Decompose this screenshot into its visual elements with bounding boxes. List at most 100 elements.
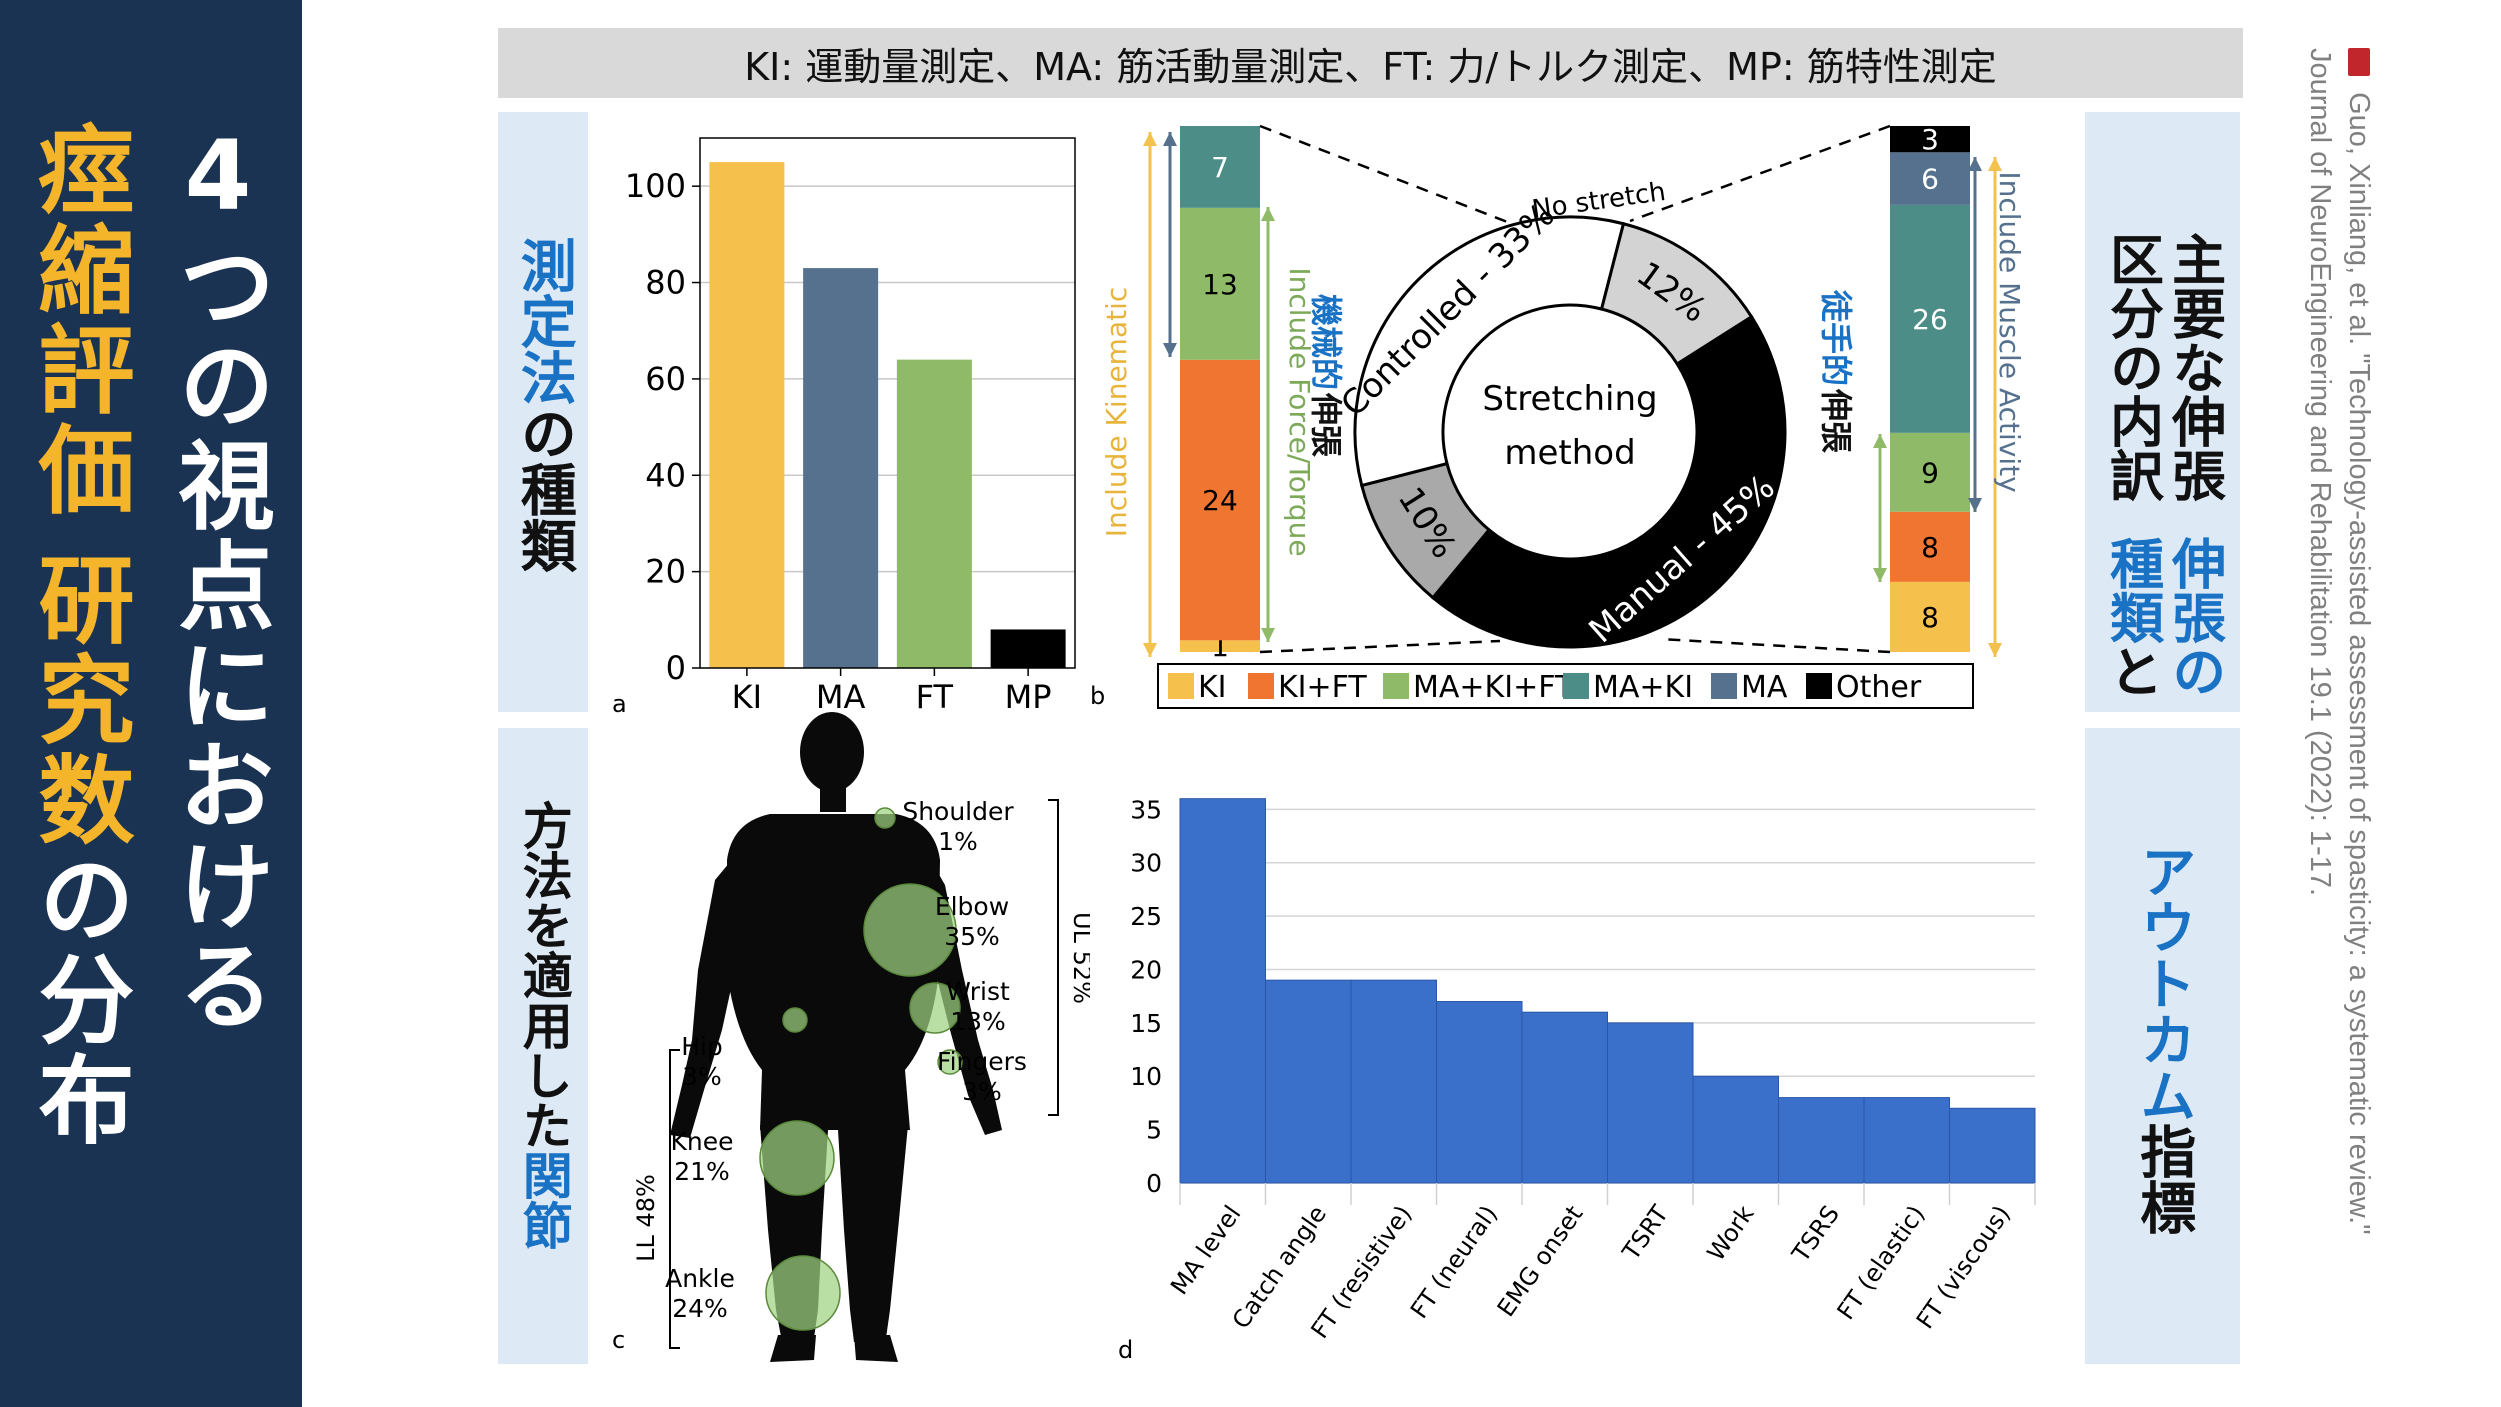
joint-percent: 21% — [674, 1157, 730, 1186]
joint-name: Ankle — [665, 1264, 735, 1293]
arrow-head — [1143, 643, 1157, 657]
joint-circle-fingers — [937, 1049, 963, 1075]
y-tick-label: 40 — [645, 456, 686, 494]
arrow-head — [1261, 628, 1275, 642]
bar-outcome — [1265, 979, 1352, 1184]
bar-outcome — [1863, 1097, 1950, 1184]
joint-percent: 35% — [944, 922, 1000, 951]
y-tick-label: 0 — [666, 649, 686, 687]
group-label-ll: LL 48% — [632, 1174, 660, 1262]
right-stack-segment — [1890, 581, 1970, 652]
title-highlight-1: 痙縮評価 — [22, 120, 134, 520]
pie-center-label-1: Stretching — [1482, 379, 1657, 419]
x-tick-label: FT (neural) — [1405, 1200, 1503, 1323]
slide-title-line-1: 4つの視点における — [162, 120, 274, 1036]
right-stack-label: 3 — [1921, 123, 1939, 156]
x-tick-label: TSRS — [1786, 1200, 1845, 1268]
right-stack-segment — [1890, 511, 1970, 582]
panel-joints: 方法を適用した関節 — [498, 728, 588, 1364]
title-highlight-2: 研究数 — [22, 550, 134, 850]
bar-outcome — [1607, 1022, 1694, 1184]
panel-label-d: d — [1118, 1336, 1133, 1364]
x-tick-label: MA level — [1165, 1200, 1246, 1299]
y-tick-label: 80 — [645, 264, 686, 302]
joint-circle-wrist — [909, 982, 961, 1034]
right-stack-label: 9 — [1921, 456, 1939, 489]
bracket-ul — [1048, 799, 1059, 1116]
x-tick-label: TSRT — [1616, 1200, 1674, 1266]
bar-outcome — [1949, 1107, 2036, 1184]
y-tick-label: 30 — [1130, 849, 1162, 878]
joint-name: Knee — [670, 1127, 733, 1156]
panel-outcomes: アウトカム指標 — [2085, 728, 2240, 1364]
abbreviation-header: KI: 運動量測定、MA: 筋活動量測定、FT: 力/トルク測定、MP: 筋特性… — [498, 28, 2243, 98]
joint-name: Fingers — [937, 1047, 1027, 1076]
arrow-head — [1988, 643, 2002, 657]
left-stack-segment — [1180, 126, 1260, 208]
arrow-head — [1163, 132, 1177, 146]
citation: Guo, Xinliang, et al. "Technology-assist… — [2268, 48, 2378, 1348]
right-stack-segment — [1890, 126, 1970, 153]
citation-line-1: Guo, Xinliang, et al. "Technology-assist… — [2343, 92, 2375, 1235]
y-tick-label: 15 — [1130, 1009, 1162, 1038]
bar-ft — [896, 359, 972, 668]
y-tick-label: 100 — [625, 167, 686, 205]
legend-swatch — [1168, 673, 1194, 699]
panel-label-b: b — [1090, 682, 1105, 710]
book-icon — [2348, 48, 2370, 76]
joint-circle-shoulder — [874, 807, 896, 829]
joint-percent: 3% — [682, 1062, 722, 1091]
arrow-head — [1143, 132, 1157, 146]
y-tick-label: 60 — [645, 360, 686, 398]
slide-title-line-2: 痙縮評価研究数の分布 — [22, 120, 134, 1150]
x-tick-label: MP — [1005, 678, 1052, 716]
left-stack-label: 7 — [1211, 151, 1229, 184]
legend-label: MA+KI — [1593, 670, 1693, 705]
x-tick-label: MA — [816, 678, 866, 716]
x-tick-label: EMG onset — [1492, 1200, 1589, 1321]
legend-label: KI — [1198, 670, 1227, 705]
arrow-head — [1873, 568, 1887, 582]
arrow-head — [1968, 498, 1982, 512]
bar-outcome — [1179, 798, 1266, 1184]
pie-slice — [1353, 215, 1626, 488]
legend-swatch — [1711, 673, 1737, 699]
title-suffix: の分布 — [22, 850, 134, 1150]
pie-slice — [1599, 221, 1754, 367]
citation-line-2: Journal of NeuroEngineering and Rehabili… — [2303, 48, 2336, 897]
side-label-force: Include Force/Torque — [1283, 267, 1316, 556]
figure-right-foot — [854, 1335, 898, 1362]
x-tick-label: FT (elastic) — [1832, 1200, 1931, 1324]
right-stack-segment — [1890, 432, 1970, 512]
x-tick-label: KI — [732, 678, 762, 716]
right-stack-segment — [1890, 152, 1970, 205]
joint-circle-ankle — [765, 1255, 841, 1331]
figure-head — [800, 712, 864, 792]
label-joints: 方法を適用した関節 — [514, 800, 573, 1250]
joint-name: Hip — [681, 1032, 723, 1061]
y-tick-label: 20 — [1130, 955, 1162, 984]
heading-mechanical-b: 伸張 — [1307, 392, 1345, 457]
left-stack-segment — [1180, 359, 1260, 641]
joint-percent: 3% — [962, 1077, 1002, 1106]
legend-label: MA+KI+FT — [1413, 670, 1574, 705]
joint-circle-elbow — [863, 883, 957, 977]
y-tick-label: 0 — [1146, 1169, 1162, 1198]
joint-percent: 24% — [672, 1294, 728, 1323]
y-tick-label: 5 — [1146, 1116, 1162, 1145]
right-stack-label: 8 — [1921, 531, 1939, 564]
right-stack-label: 8 — [1921, 601, 1939, 634]
side-label-kinematic: Include Kinematic — [1100, 287, 1133, 538]
joint-circle-knee — [759, 1120, 835, 1196]
arrow-head — [1968, 157, 1982, 171]
bar-mp — [990, 629, 1066, 668]
heading-mechanical-a: 機械的 — [1307, 294, 1345, 390]
label-stretch-types: 伸張の種類と 主要な伸張区分の内訳 — [2100, 232, 2226, 698]
panel-label-c: c — [612, 1326, 625, 1354]
figure-left-foot — [770, 1335, 816, 1362]
heading-manual-b: 伸張 — [1817, 388, 1855, 453]
panel-stretch-types: 伸張の種類と 主要な伸張区分の内訳 — [2085, 112, 2240, 712]
group-label-ul: UL 52% — [1068, 912, 1090, 1004]
